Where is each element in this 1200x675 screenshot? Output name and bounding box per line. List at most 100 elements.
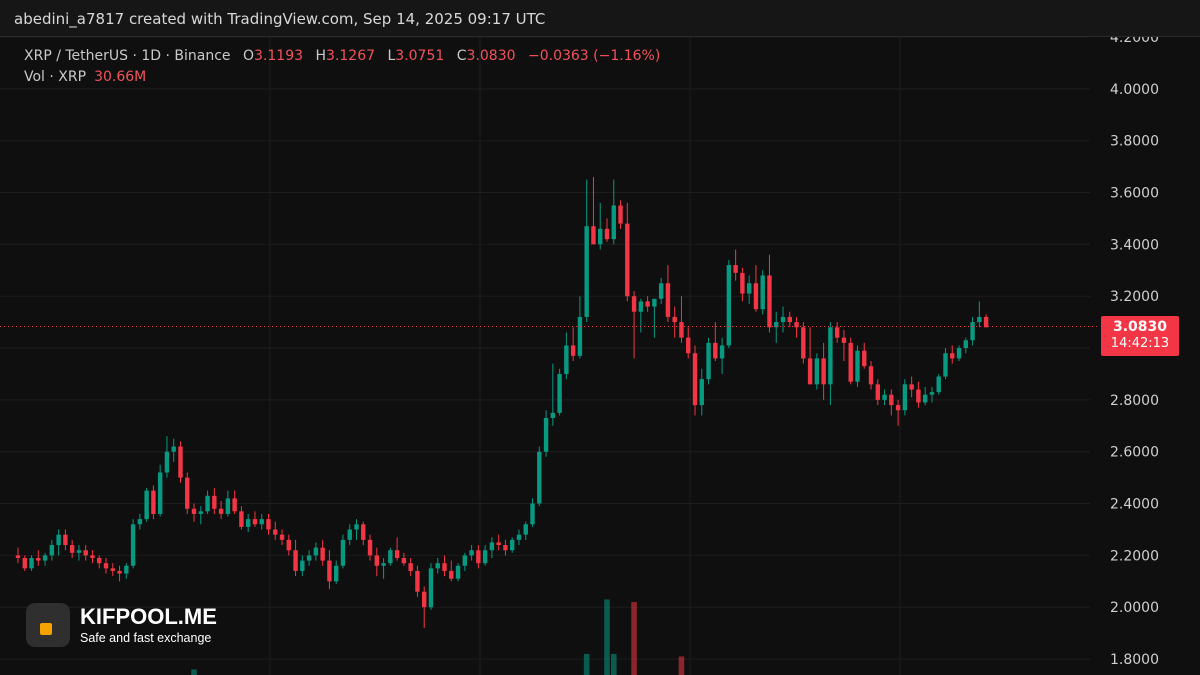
legend-close-label: C: [456, 48, 467, 64]
last-price-value: 3.0830: [1112, 319, 1168, 335]
candle: [855, 345, 860, 387]
candle-body: [570, 345, 576, 356]
candle: [15, 547, 21, 564]
candles: [15, 176, 989, 628]
candle-body: [130, 524, 136, 566]
candle-body: [625, 223, 630, 297]
candle: [381, 557, 386, 579]
candle-body: [679, 322, 684, 338]
legend-high-label: H: [315, 48, 327, 64]
candle-body: [604, 228, 610, 240]
candle-body: [435, 563, 440, 569]
candle: [462, 552, 468, 571]
candle-body: [42, 555, 48, 561]
candle: [543, 410, 549, 457]
candle: [611, 179, 616, 245]
candle: [151, 485, 156, 520]
price-axis-tick: 2.6000: [1110, 445, 1159, 461]
candle-body: [157, 472, 163, 514]
candle: [584, 179, 589, 323]
candle: [780, 306, 786, 333]
candle: [266, 513, 271, 535]
legend-symbol[interactable]: XRP / TetherUS · 1D · Binance: [24, 48, 231, 64]
candle: [767, 254, 772, 333]
candle: [83, 545, 88, 561]
candle: [117, 565, 122, 582]
price-axis-tick: 1.8000: [1110, 652, 1159, 668]
candle: [862, 342, 867, 369]
volume-bar: [610, 653, 617, 675]
candle-body: [665, 283, 671, 317]
candle: [557, 368, 562, 416]
candle: [550, 363, 556, 426]
candle: [69, 539, 75, 558]
candle-body: [794, 322, 799, 328]
candle: [604, 218, 610, 242]
candle: [801, 322, 806, 364]
candle: [218, 500, 224, 520]
candle: [198, 506, 203, 525]
candle-body: [151, 490, 156, 514]
candle-body: [327, 560, 332, 582]
candle: [963, 337, 968, 354]
candle: [401, 552, 407, 566]
candle: [29, 555, 34, 571]
candle-body: [875, 384, 880, 400]
candle: [239, 506, 244, 530]
candle: [340, 534, 346, 569]
chart-legend: XRP / TetherUS · 1D · Binance O3.1193 H3…: [24, 48, 660, 90]
candle-body: [557, 373, 562, 413]
candle: [950, 345, 955, 364]
candle-body: [455, 565, 461, 579]
legend-volume-value: 30.66M: [94, 69, 147, 85]
candle: [841, 329, 847, 361]
candle-body: [76, 550, 82, 553]
candle: [354, 519, 359, 540]
candle: [625, 202, 630, 302]
candle: [313, 542, 319, 561]
candle: [205, 490, 210, 514]
candle: [970, 316, 975, 346]
candle: [279, 529, 285, 546]
candle: [103, 557, 109, 574]
candle-body: [266, 519, 271, 530]
candle-body: [862, 350, 867, 367]
candle-body: [503, 545, 508, 551]
candle: [273, 521, 278, 540]
candle: [794, 316, 799, 338]
candle: [516, 529, 522, 546]
candle-body: [740, 272, 745, 294]
candle: [977, 301, 982, 328]
candle-body: [970, 322, 975, 341]
candle: [232, 490, 237, 514]
candle-body: [692, 353, 698, 406]
candle: [719, 337, 725, 374]
legend-low: 3.0751: [395, 48, 445, 64]
candle-body: [367, 539, 373, 556]
candle-body: [726, 265, 732, 346]
candle: [658, 278, 664, 304]
candle-body: [185, 477, 190, 509]
legend-volume-label[interactable]: Vol · XRP: [24, 69, 87, 85]
candle-body: [482, 550, 488, 564]
candle-body: [340, 539, 346, 566]
candle-body: [449, 570, 454, 579]
candle-body: [22, 557, 27, 569]
candle: [686, 327, 691, 359]
candle-body: [293, 550, 298, 571]
candle-body: [245, 519, 251, 527]
candle-body: [672, 316, 677, 323]
candle-body: [218, 508, 224, 514]
candle: [652, 298, 657, 338]
candle-body: [408, 563, 413, 571]
candle: [679, 296, 684, 343]
candle-body: [909, 384, 914, 390]
candle: [983, 314, 989, 328]
candle: [828, 322, 833, 406]
candle: [144, 488, 149, 522]
candle: [97, 555, 102, 569]
candle-body: [191, 508, 197, 514]
candle-body: [584, 226, 589, 317]
